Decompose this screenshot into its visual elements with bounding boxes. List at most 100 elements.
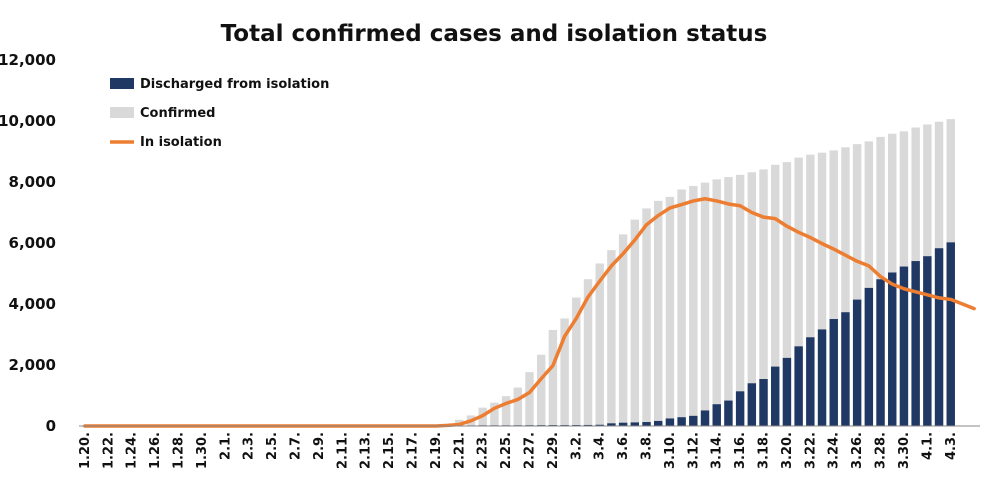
discharged-bar bbox=[677, 417, 686, 426]
x-tick-label: 2.1. bbox=[218, 432, 233, 460]
discharged-bar bbox=[782, 357, 792, 426]
x-tick-label: 2.9. bbox=[312, 432, 327, 460]
in-isolation-line-group bbox=[83, 197, 976, 428]
confirmed-bar bbox=[618, 234, 628, 426]
x-tick-label: 3.20. bbox=[780, 432, 795, 469]
confirmed-bar bbox=[501, 396, 511, 426]
confirmed-bar bbox=[560, 318, 569, 426]
x-tick-label: 2.13. bbox=[359, 432, 374, 469]
confirmed-bar bbox=[642, 208, 651, 426]
confirmed-bar bbox=[665, 196, 675, 426]
discharged-bar bbox=[923, 256, 932, 426]
y-axis-ticks: 0 2,000 4,000 6,000 8,000 10,000 12,000 bbox=[0, 51, 56, 435]
legend-swatch-confirmed bbox=[110, 107, 134, 118]
confirmed-bar bbox=[677, 189, 686, 426]
x-tick-label: 2.29. bbox=[546, 432, 561, 469]
discharged-bar bbox=[806, 337, 815, 426]
discharged-bar bbox=[911, 261, 920, 426]
confirmed-bar bbox=[700, 182, 710, 426]
confirmed-bar bbox=[829, 150, 838, 426]
x-tick-label: 2.7. bbox=[288, 432, 303, 460]
legend-swatch-discharged bbox=[110, 78, 134, 89]
discharged-bar bbox=[888, 272, 897, 426]
legend-item-in-isolation: In isolation bbox=[110, 135, 222, 150]
y-tick-label: 4,000 bbox=[9, 295, 56, 313]
x-tick-label: 2.5. bbox=[265, 432, 280, 460]
legend-label-confirmed: Confirmed bbox=[140, 106, 215, 121]
discharged-bar bbox=[654, 420, 663, 426]
x-tick-label: 3.6. bbox=[616, 432, 631, 460]
confirmed-bar bbox=[654, 200, 663, 426]
y-tick-label: 6,000 bbox=[9, 234, 56, 252]
in-isolation-line bbox=[83, 197, 976, 428]
legend: Discharged from isolation Confirmed In i… bbox=[110, 77, 329, 150]
confirmed-bar bbox=[771, 164, 780, 426]
confirmed-bar bbox=[572, 297, 581, 426]
x-tick-label: 2.11. bbox=[335, 432, 350, 469]
discharged-bar bbox=[759, 379, 768, 426]
discharged-bar bbox=[899, 266, 909, 426]
x-tick-label: 1.24. bbox=[125, 432, 140, 469]
y-tick-label: 8,000 bbox=[9, 173, 56, 191]
x-axis-ticks: 1.20. 1.22. 1.24. 1.26. 1.28. 1.30. 2.1. 2.3. 2.… bbox=[78, 432, 959, 469]
confirmed-bar bbox=[607, 250, 616, 426]
discharged-bar bbox=[642, 422, 651, 426]
confirmed-bar bbox=[490, 402, 499, 426]
discharged-bar bbox=[595, 424, 604, 426]
discharged-bar bbox=[700, 410, 710, 426]
confirmed-bar bbox=[735, 174, 745, 426]
discharged-bar bbox=[665, 418, 675, 426]
x-tick-label: 3.10. bbox=[663, 432, 678, 469]
x-tick-label: 3.4. bbox=[593, 432, 608, 460]
x-tick-label: 4.3. bbox=[944, 432, 959, 460]
confirmed-bar bbox=[595, 263, 604, 426]
x-tick-label: 1.28. bbox=[171, 432, 186, 469]
x-tick-label: 1.30. bbox=[195, 432, 210, 469]
discharged-bar bbox=[630, 422, 640, 426]
x-tick-label: 3.2. bbox=[569, 432, 584, 460]
x-tick-label: 2.25. bbox=[499, 432, 514, 469]
confirmed-bar bbox=[759, 169, 768, 426]
x-tick-label: 3.22. bbox=[803, 432, 818, 469]
x-tick-label: 2.19. bbox=[429, 432, 444, 469]
x-tick-label: 3.24. bbox=[827, 432, 842, 469]
discharged-bar bbox=[864, 287, 874, 426]
discharged-bar bbox=[934, 248, 944, 426]
x-tick-label: 2.17. bbox=[405, 432, 420, 469]
confirmed-bar bbox=[817, 152, 827, 426]
confirmed-bar bbox=[841, 147, 850, 426]
x-tick-label: 3.18. bbox=[757, 432, 772, 469]
confirmed-bar bbox=[852, 144, 862, 426]
confirmed-bar bbox=[525, 372, 534, 426]
confirmed-bar bbox=[864, 141, 874, 426]
y-tick-label: 12,000 bbox=[0, 51, 56, 69]
legend-label-in-isolation: In isolation bbox=[140, 135, 222, 150]
confirmed-bar bbox=[724, 177, 733, 426]
x-tick-label: 3.30. bbox=[897, 432, 912, 469]
x-tick-label: 2.15. bbox=[382, 432, 397, 469]
confirmed-bar bbox=[712, 179, 721, 426]
confirmed-bar bbox=[794, 157, 803, 426]
discharged-bar bbox=[946, 242, 955, 426]
confirmed-bar bbox=[630, 219, 640, 426]
confirmed-bar bbox=[747, 172, 757, 426]
x-tick-label: 3.26. bbox=[850, 432, 865, 469]
discharged-bar bbox=[876, 279, 885, 426]
confirmed-bar bbox=[513, 387, 523, 426]
confirmed-bar bbox=[806, 154, 815, 427]
x-tick-label: 2.21. bbox=[452, 432, 467, 469]
discharged-bar bbox=[712, 404, 721, 426]
legend-label-discharged: Discharged from isolation bbox=[140, 77, 329, 92]
confirmed-bar bbox=[536, 354, 546, 426]
x-tick-label: 1.22. bbox=[101, 432, 116, 469]
y-tick-label: 2,000 bbox=[9, 356, 56, 374]
discharged-bar bbox=[618, 422, 628, 426]
discharged-bar bbox=[735, 391, 745, 426]
discharged-bar bbox=[794, 346, 803, 426]
discharged-bar bbox=[747, 383, 757, 426]
confirmed-bar bbox=[583, 279, 593, 426]
discharged-bar bbox=[852, 299, 862, 426]
x-tick-label: 4.1. bbox=[920, 432, 935, 460]
x-tick-label: 1.26. bbox=[148, 432, 163, 469]
